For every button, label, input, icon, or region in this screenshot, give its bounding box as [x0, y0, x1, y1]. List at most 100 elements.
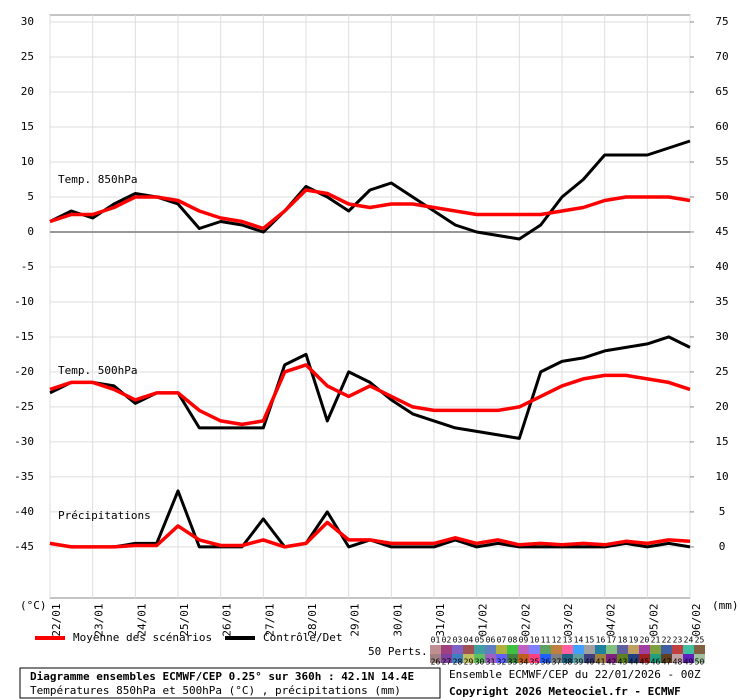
pert-label: 47: [662, 658, 672, 667]
pert-label: 01: [431, 636, 441, 645]
pert-label: 31: [486, 658, 496, 667]
pert-label: 27: [442, 658, 452, 667]
pert-swatch: [628, 654, 639, 663]
pert-swatch: [584, 645, 595, 654]
pert-swatch: [694, 645, 705, 654]
pert-label: 39: [574, 658, 584, 667]
y2-tick-label: 50: [715, 190, 728, 203]
pert-swatch: [628, 645, 639, 654]
pert-label: 41: [596, 658, 606, 667]
panel-label: Précipitations: [58, 509, 151, 522]
pert-label: 22: [662, 636, 672, 645]
pert-label: 09: [519, 636, 529, 645]
y-tick-label: -30: [14, 435, 34, 448]
pert-label: 21: [651, 636, 661, 645]
mean-line: [49, 363, 691, 427]
y2-tick-label: 30: [715, 330, 728, 343]
legend-label: Contrôle/Det: [263, 631, 342, 644]
pert-swatch: [661, 654, 672, 663]
pert-swatch: [650, 654, 661, 663]
pert-label: 35: [530, 658, 540, 667]
pert-swatch: [694, 654, 705, 663]
pert-swatch: [606, 654, 617, 663]
y-tick-label: -25: [14, 400, 34, 413]
pert-swatch: [540, 645, 551, 654]
y2-tick-label: 0: [719, 540, 726, 553]
pert-swatch: [529, 654, 540, 663]
pert-swatch: [639, 654, 650, 663]
pert-swatch: [474, 654, 485, 663]
pert-swatch: [562, 645, 573, 654]
pert-swatch: [595, 645, 606, 654]
pert-label: 43: [618, 658, 628, 667]
pert-label: 44: [629, 658, 639, 667]
pert-swatch: [551, 645, 562, 654]
pert-label: 48: [673, 658, 683, 667]
perts-label: 50 Perts.: [368, 645, 428, 658]
pert-swatch: [573, 645, 584, 654]
y-tick-label: 0: [27, 225, 34, 238]
pert-swatch: [441, 645, 452, 654]
y2-tick-label: 25: [715, 365, 728, 378]
pert-label: 42: [607, 658, 617, 667]
x-tick-label: 28/01: [306, 603, 319, 636]
y-tick-label: 15: [21, 120, 34, 133]
y2-axis-label: (mm): [712, 599, 739, 612]
pert-swatch: [496, 654, 507, 663]
pert-label: 24: [684, 636, 694, 645]
y-tick-label: -20: [14, 365, 34, 378]
y2-tick-label: 70: [715, 50, 728, 63]
panel-label: Temp. 500hPa: [58, 364, 137, 377]
pert-label: 26: [431, 658, 441, 667]
y2-tick-label: 5: [719, 505, 726, 518]
y-tick-label: -40: [14, 505, 34, 518]
pert-swatch: [683, 645, 694, 654]
pert-swatch: [672, 645, 683, 654]
y2-tick-label: 75: [715, 15, 728, 28]
x-tick-label: 25/01: [178, 603, 191, 636]
y2-tick-label: 60: [715, 120, 728, 133]
run-info: Ensemble ECMWF/CEP du 22/01/2026 - 00Z: [449, 668, 701, 681]
pert-swatch: [551, 654, 562, 663]
legend-label: Moyenne des scénarios: [73, 631, 212, 644]
pert-label: 03: [453, 636, 463, 645]
pert-swatch: [485, 645, 496, 654]
pert-label: 49: [684, 658, 694, 667]
pert-swatch: [529, 645, 540, 654]
y-tick-label: -10: [14, 295, 34, 308]
pert-swatch: [595, 654, 606, 663]
pert-label: 29: [464, 658, 474, 667]
x-tick-label: 04/02: [605, 603, 618, 636]
pert-label: 14: [574, 636, 584, 645]
pert-swatch: [474, 645, 485, 654]
y2-tick-label: 35: [715, 295, 728, 308]
pert-swatch: [650, 645, 661, 654]
pert-label: 25: [695, 636, 705, 645]
pert-swatch: [573, 654, 584, 663]
pert-swatch: [463, 654, 474, 663]
pert-label: 15: [585, 636, 595, 645]
x-tick-label: 27/01: [263, 603, 276, 636]
pert-swatch: [562, 654, 573, 663]
pert-label: 45: [640, 658, 650, 667]
y2-tick-label: 45: [715, 225, 728, 238]
pert-label: 04: [464, 636, 474, 645]
pert-swatch: [617, 645, 628, 654]
x-tick-label: 03/02: [562, 603, 575, 636]
y-tick-label: 10: [21, 155, 34, 168]
pert-label: 32: [497, 658, 507, 667]
pert-label: 34: [519, 658, 529, 667]
pert-swatch: [496, 645, 507, 654]
panel-label: Temp. 850hPa: [58, 173, 137, 186]
pert-label: 30: [475, 658, 485, 667]
pert-label: 08: [508, 636, 518, 645]
pert-label: 02: [442, 636, 452, 645]
pert-swatch: [672, 654, 683, 663]
x-tick-label: 05/02: [647, 603, 660, 636]
pert-label: 50: [695, 658, 705, 667]
pert-label: 40: [585, 658, 595, 667]
pert-label: 38: [563, 658, 573, 667]
x-tick-label: 24/01: [135, 603, 148, 636]
pert-swatch: [639, 645, 650, 654]
x-tick-label: 01/02: [477, 603, 490, 636]
